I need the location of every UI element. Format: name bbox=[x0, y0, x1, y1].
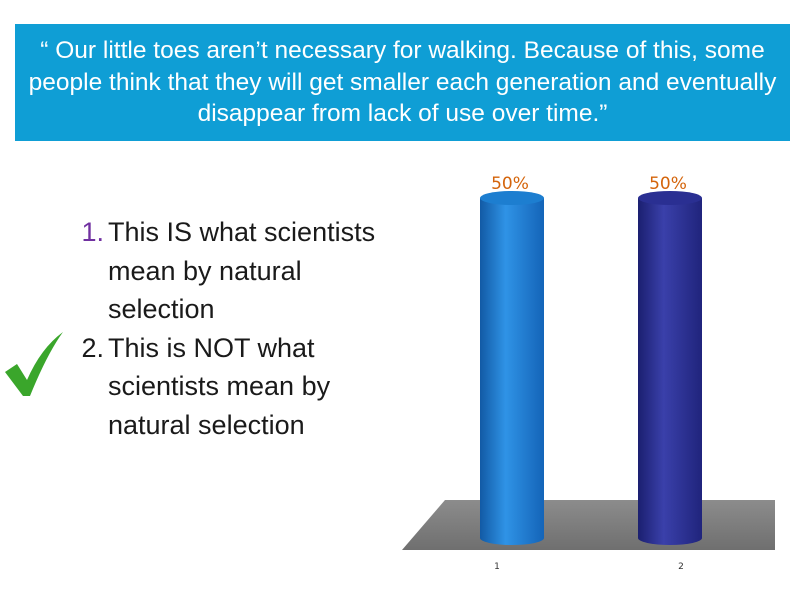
category-label-2: 2 bbox=[678, 562, 684, 572]
answer-text: This IS what scientists mean by natural … bbox=[108, 217, 376, 324]
question-banner: “ Our little toes aren’t necessary for w… bbox=[15, 24, 790, 141]
answer-number: 1. bbox=[81, 217, 104, 247]
chart-floor bbox=[402, 500, 775, 550]
data-label-2: 50% bbox=[649, 174, 687, 194]
answer-text: This is NOT what scientists mean by natu… bbox=[108, 332, 331, 440]
answer-list: 1. This IS what scientists mean by natur… bbox=[50, 213, 410, 444]
bar-1 bbox=[480, 191, 544, 545]
data-label-1: 50% bbox=[491, 174, 529, 194]
checkmark-icon bbox=[5, 332, 63, 396]
bar-2 bbox=[638, 191, 702, 545]
bar-chart: 50% 1 50% 2 bbox=[402, 174, 775, 572]
category-label-1: 1 bbox=[494, 562, 500, 572]
question-text: “ Our little toes aren’t necessary for w… bbox=[28, 36, 777, 128]
answer-option-2[interactable]: 2. This is NOT what scientists mean by n… bbox=[50, 329, 410, 445]
answer-option-1[interactable]: 1. This IS what scientists mean by natur… bbox=[50, 213, 410, 329]
answer-number: 2. bbox=[81, 332, 104, 363]
